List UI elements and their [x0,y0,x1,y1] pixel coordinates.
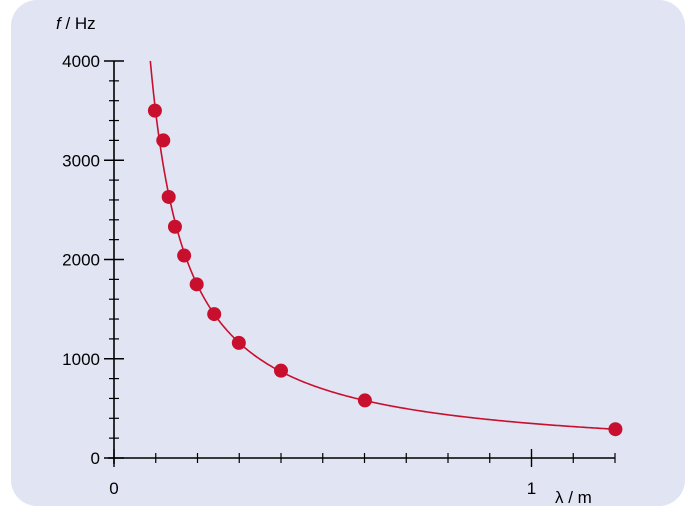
data-point [608,422,623,437]
x-axis-title: λ / m [555,488,592,506]
data-point [156,133,171,148]
y-tick-label: 3000 [62,151,100,170]
x-axis-unit: / m [564,488,592,506]
data-point [189,277,204,292]
data-point [167,219,182,234]
data-point [231,335,246,350]
y-axis-title: f / Hz [56,14,96,33]
chart: 0 1000 2000 3000 4000 0 1 f / Hz λ / m [56,14,623,506]
data-point [161,189,176,204]
data-points [147,103,623,437]
y-tick-label: 1000 [62,350,100,369]
y-tick-label: 4000 [62,52,100,71]
data-point [357,393,372,408]
data-point [274,363,288,378]
y-axis-symbol: f [56,14,63,33]
fit-curve [149,60,616,431]
x-axis-symbol: λ [555,488,564,506]
x-tick-label: 1 [527,479,536,498]
x-tick-label: 0 [109,479,118,498]
data-point [207,307,222,322]
data-point [177,248,192,263]
data-point [147,103,162,118]
y-tick-label: 0 [91,449,100,468]
y-axis-unit: / Hz [61,14,96,33]
axes: 0 1000 2000 3000 4000 0 1 [62,52,616,498]
y-tick-label: 2000 [62,251,100,270]
chart-panel: 0 1000 2000 3000 4000 0 1 f / Hz λ / m [11,0,685,506]
